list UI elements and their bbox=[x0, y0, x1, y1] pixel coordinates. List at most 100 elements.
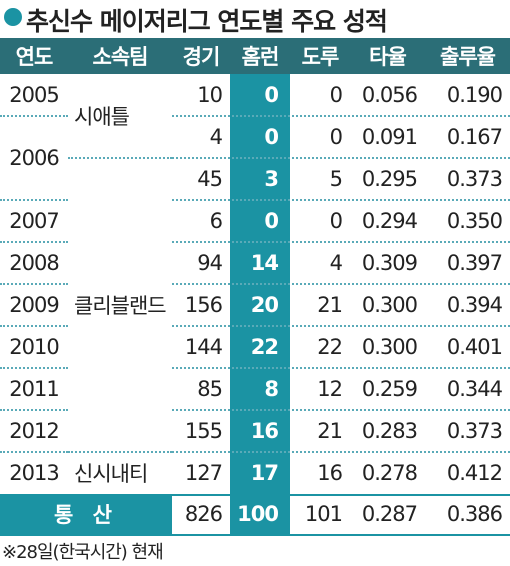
data-cell: 20 bbox=[250, 293, 279, 317]
row-divider bbox=[0, 115, 68, 117]
data-cell: 0.350 bbox=[446, 209, 503, 233]
total-cell: 100 bbox=[237, 502, 279, 526]
total-label: 통 산 bbox=[0, 494, 172, 534]
data-cell: 0.309 bbox=[361, 251, 418, 275]
data-cell: 22 bbox=[250, 335, 279, 359]
row-divider bbox=[172, 283, 510, 285]
data-cell: 12 bbox=[317, 377, 343, 401]
row-divider bbox=[0, 367, 68, 369]
data-cell: 22 bbox=[317, 335, 343, 359]
column-header: 도루 bbox=[290, 38, 350, 74]
row-divider bbox=[172, 325, 510, 327]
data-cell: 0.190 bbox=[446, 83, 503, 107]
column-header: 홈런 bbox=[230, 38, 290, 74]
data-cell: 144 bbox=[184, 335, 223, 359]
total-highlight bbox=[230, 494, 290, 534]
row-divider bbox=[0, 283, 68, 285]
team-cell: 클리블랜드 bbox=[74, 294, 167, 318]
column-header: 출루율 bbox=[425, 38, 510, 74]
column-header: 소속팀 bbox=[68, 38, 172, 74]
data-cell: 17 bbox=[250, 461, 279, 485]
data-cell: 8 bbox=[264, 377, 279, 401]
data-cell: 0.278 bbox=[361, 461, 418, 485]
data-cell: 4 bbox=[329, 251, 343, 275]
row-divider bbox=[172, 115, 510, 117]
data-cell: 0.394 bbox=[446, 293, 503, 317]
data-cell: 0.300 bbox=[361, 335, 418, 359]
data-cell: 6 bbox=[209, 209, 223, 233]
row-divider bbox=[172, 199, 510, 201]
year-cell: 2013 bbox=[9, 461, 59, 485]
column-header: 경기 bbox=[172, 38, 230, 74]
row-divider bbox=[172, 451, 510, 453]
data-cell: 4 bbox=[209, 125, 223, 149]
data-cell: 0 bbox=[329, 83, 343, 107]
data-cell: 0.373 bbox=[446, 419, 503, 443]
data-cell: 0 bbox=[264, 83, 279, 107]
data-cell: 16 bbox=[250, 419, 279, 443]
data-cell: 0.259 bbox=[361, 377, 418, 401]
title: 추신수 메이저리그 연도별 주요 성적 bbox=[26, 7, 388, 36]
year-cell: 2012 bbox=[9, 419, 59, 443]
row-divider bbox=[172, 157, 510, 159]
data-cell: 0.373 bbox=[446, 167, 503, 191]
data-cell: 0.283 bbox=[361, 419, 418, 443]
year-cell: 2005 bbox=[9, 83, 59, 107]
total-cell: 0.386 bbox=[446, 502, 503, 526]
data-cell: 0.056 bbox=[361, 83, 418, 107]
year-cell: 2006 bbox=[9, 146, 59, 170]
row-divider bbox=[0, 325, 68, 327]
data-cell: 0 bbox=[264, 209, 279, 233]
row-divider bbox=[0, 199, 68, 201]
data-cell: 0 bbox=[329, 125, 343, 149]
row-divider bbox=[68, 451, 172, 453]
bottom-rule bbox=[0, 534, 510, 536]
data-cell: 10 bbox=[197, 83, 223, 107]
year-cell: 2007 bbox=[9, 209, 59, 233]
data-cell: 3 bbox=[264, 167, 279, 191]
data-cell: 21 bbox=[317, 293, 343, 317]
row-divider bbox=[0, 451, 68, 453]
data-cell: 0.412 bbox=[446, 461, 503, 485]
data-cell: 14 bbox=[250, 251, 279, 275]
data-cell: 0 bbox=[264, 125, 279, 149]
year-cell: 2008 bbox=[9, 251, 59, 275]
row-divider bbox=[0, 241, 68, 243]
data-cell: 0.300 bbox=[361, 293, 418, 317]
row-divider bbox=[172, 409, 510, 411]
year-cell: 2011 bbox=[9, 377, 59, 401]
row-divider bbox=[0, 409, 68, 411]
bullet bbox=[4, 8, 22, 26]
data-cell: 155 bbox=[184, 419, 223, 443]
row-divider bbox=[172, 367, 510, 369]
total-cell: 826 bbox=[184, 502, 223, 526]
footnote: ※28일(한국시간) 현재 bbox=[2, 542, 164, 563]
data-cell: 0.344 bbox=[446, 377, 503, 401]
data-cell: 127 bbox=[184, 461, 223, 485]
data-cell: 0.294 bbox=[361, 209, 418, 233]
row-divider bbox=[68, 157, 172, 159]
data-cell: 85 bbox=[197, 377, 223, 401]
data-cell: 16 bbox=[317, 461, 343, 485]
data-cell: 45 bbox=[197, 167, 223, 191]
data-cell: 0.167 bbox=[446, 125, 503, 149]
data-cell: 0.397 bbox=[446, 251, 503, 275]
data-cell: 5 bbox=[329, 167, 343, 191]
row-divider bbox=[172, 241, 510, 243]
data-cell: 0.401 bbox=[446, 335, 503, 359]
data-cell: 0.295 bbox=[361, 167, 418, 191]
team-cell: 신시내티 bbox=[74, 462, 148, 486]
column-header: 타율 bbox=[350, 38, 425, 74]
data-cell: 94 bbox=[197, 251, 223, 275]
total-cell: 101 bbox=[304, 502, 343, 526]
total-cell: 0.287 bbox=[361, 502, 418, 526]
data-cell: 21 bbox=[317, 419, 343, 443]
year-cell: 2009 bbox=[9, 293, 59, 317]
year-cell: 2010 bbox=[9, 335, 59, 359]
data-cell: 0 bbox=[329, 209, 343, 233]
data-cell: 0.091 bbox=[361, 125, 418, 149]
column-header: 연도 bbox=[0, 38, 68, 74]
team-cell: 시애틀 bbox=[74, 105, 130, 129]
data-cell: 156 bbox=[184, 293, 223, 317]
